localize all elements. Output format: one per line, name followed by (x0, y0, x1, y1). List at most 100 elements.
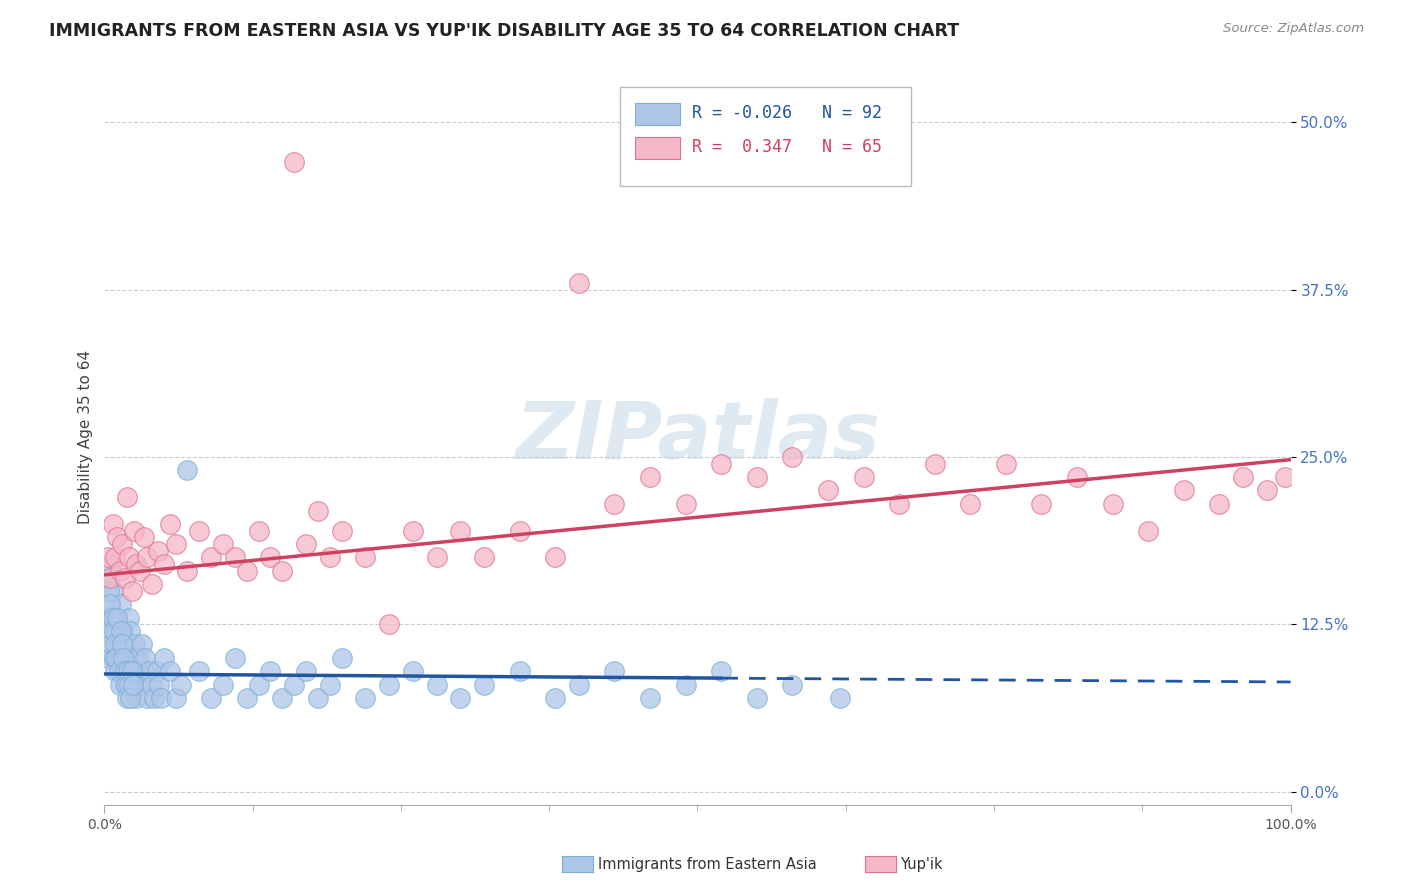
Point (117, 665, 139, 679)
Point (1031, 497, 1053, 511)
Point (170, 678, 193, 692)
FancyBboxPatch shape (634, 103, 679, 125)
Point (271, 691, 294, 706)
Point (165, 537, 187, 551)
Point (150, 691, 173, 706)
Point (110, 624, 132, 638)
Point (122, 524, 145, 538)
Point (128, 665, 150, 679)
Point (271, 564, 294, 578)
Point (103, 651, 125, 665)
Point (111, 665, 134, 679)
Text: R = -0.026   N = 92: R = -0.026 N = 92 (692, 103, 882, 121)
Point (111, 537, 134, 551)
Point (402, 524, 425, 538)
Point (638, 691, 661, 706)
Point (118, 550, 141, 565)
Point (745, 691, 768, 706)
Point (120, 691, 142, 706)
Point (100, 557, 122, 571)
Text: R =  0.347   N = 65: R = 0.347 N = 65 (692, 137, 882, 155)
Point (425, 678, 447, 692)
Y-axis label: Disability Age 35 to 64: Disability Age 35 to 64 (79, 350, 93, 524)
Point (603, 497, 626, 511)
Point (145, 665, 167, 679)
Point (568, 678, 591, 692)
Point (112, 651, 135, 665)
Point (449, 691, 471, 706)
Point (603, 665, 626, 679)
Point (127, 651, 149, 665)
Point (1173, 483, 1195, 498)
Point (143, 691, 166, 706)
Point (122, 665, 145, 679)
Point (1232, 470, 1254, 484)
Point (283, 678, 305, 692)
Point (114, 665, 136, 679)
Point (994, 457, 1017, 471)
Point (188, 665, 211, 679)
Point (176, 463, 198, 477)
Point (111, 638, 134, 652)
Point (125, 557, 148, 571)
Point (247, 524, 270, 538)
Point (97, 651, 120, 665)
Point (472, 678, 495, 692)
Text: ZIPatlas: ZIPatlas (515, 398, 880, 475)
Point (118, 610, 141, 624)
Point (200, 550, 222, 565)
Point (98, 610, 121, 624)
Point (544, 691, 567, 706)
Point (295, 665, 318, 679)
Point (107, 638, 129, 652)
Point (105, 651, 128, 665)
Point (449, 524, 471, 538)
Point (98, 570, 121, 584)
Point (108, 651, 131, 665)
Point (782, 678, 804, 692)
Point (354, 691, 377, 706)
Point (212, 537, 235, 551)
Point (817, 483, 839, 498)
Point (165, 691, 187, 706)
Point (146, 543, 169, 558)
Point (121, 583, 143, 598)
Point (1137, 524, 1160, 538)
Point (959, 497, 981, 511)
Point (101, 583, 124, 598)
Point (114, 570, 136, 584)
Point (330, 651, 353, 665)
Point (378, 617, 401, 632)
Point (120, 624, 142, 638)
Point (132, 530, 155, 544)
Text: Yup'ik: Yup'ik (900, 857, 942, 871)
Point (319, 678, 342, 692)
Point (224, 651, 246, 665)
Point (105, 610, 128, 624)
Point (675, 497, 697, 511)
Point (283, 155, 305, 169)
Point (131, 638, 153, 652)
Point (108, 678, 131, 692)
Point (114, 678, 136, 692)
Point (224, 550, 246, 565)
Point (97, 570, 120, 584)
Point (378, 678, 401, 692)
Point (103, 624, 125, 638)
Point (235, 691, 257, 706)
Point (107, 624, 129, 638)
Point (98, 583, 121, 598)
Point (402, 665, 425, 679)
Point (100, 638, 122, 652)
Text: Immigrants from Eastern Asia: Immigrants from Eastern Asia (598, 857, 817, 871)
Point (235, 564, 257, 578)
Point (121, 665, 143, 679)
Point (159, 516, 181, 531)
Point (188, 524, 211, 538)
Point (247, 678, 270, 692)
Point (134, 651, 156, 665)
Point (107, 530, 129, 544)
Point (307, 503, 329, 517)
Text: IMMIGRANTS FROM EASTERN ASIA VS YUP'IK DISABILITY AGE 35 TO 64 CORRELATION CHART: IMMIGRANTS FROM EASTERN ASIA VS YUP'IK D… (49, 22, 959, 40)
Point (509, 524, 531, 538)
